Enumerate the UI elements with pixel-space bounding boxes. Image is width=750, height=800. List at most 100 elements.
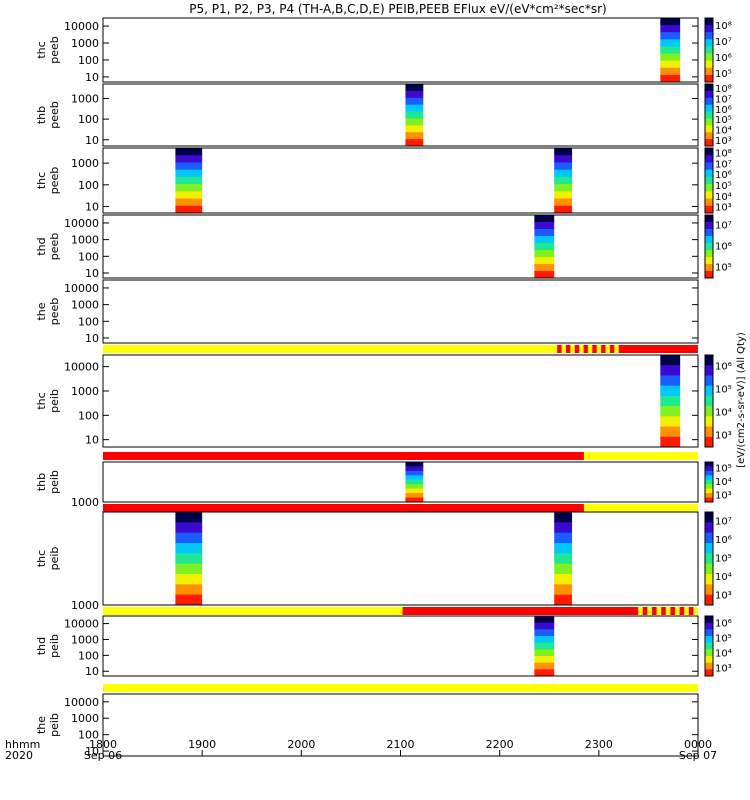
- spectrogram-band: [175, 205, 203, 214]
- spectrogram-band: [175, 574, 203, 585]
- colorbar-units-label: [eV/(cm2-s-sr-eV)] (All Qty): [736, 332, 747, 468]
- colorbar-swatch: [705, 111, 713, 119]
- colorbar-swatch: [705, 215, 713, 223]
- colorbar-swatch: [705, 532, 713, 544]
- colorbar-tick-label: 10⁴: [715, 649, 732, 660]
- spectrogram-band: [534, 229, 555, 237]
- colorbar-frame: [704, 461, 714, 503]
- colorbar-swatch: [705, 642, 713, 650]
- colorbar-swatch: [705, 543, 713, 554]
- flag-segment: [103, 607, 403, 615]
- spectrogram-band: [554, 148, 573, 156]
- colorbar-swatch: [705, 250, 713, 258]
- colorbar-tick-label: 10⁵: [715, 181, 732, 192]
- colorbar-swatch: [705, 60, 713, 69]
- spectrogram-band: [175, 512, 203, 523]
- colorbar-tick-label: 10⁷: [715, 159, 732, 170]
- spectrogram-band: [405, 484, 424, 490]
- colorbar-swatch: [705, 271, 713, 279]
- spectrogram-band: [405, 470, 424, 476]
- colorbar-tick-label: 10⁶: [715, 362, 732, 373]
- spectrogram-band: [534, 669, 555, 677]
- colorbar-swatch: [705, 488, 713, 494]
- colorbar-swatch: [705, 656, 713, 664]
- spectrogram-band: [405, 97, 424, 106]
- spectrogram-band: [660, 385, 681, 397]
- spectrogram-band: [175, 522, 203, 534]
- colorbar-swatch: [705, 365, 713, 376]
- spectrogram-band: [660, 436, 681, 448]
- panel-thc-peeb: 10 100 1000 10000 thc peeb 10⁵ 10⁶ 10⁷ 10⁸: [35, 17, 732, 84]
- colorbar-swatch: [705, 46, 713, 55]
- colorbar-swatch: [705, 162, 713, 171]
- spectrogram-band: [405, 111, 424, 119]
- colorbar-swatch: [705, 553, 713, 565]
- flag-dash: [601, 345, 606, 353]
- y-tick-label: 10: [85, 267, 99, 280]
- panel-instrument-label: peeb: [48, 36, 61, 64]
- y-tick-label: 10000: [64, 618, 99, 631]
- spectrogram-band: [554, 191, 573, 200]
- spectrogram-band: [175, 543, 203, 554]
- colorbar-swatch: [705, 426, 713, 438]
- colorbar-tick-label: 10⁶: [715, 53, 732, 64]
- colorbar-swatch: [705, 229, 713, 237]
- colorbar-swatch: [705, 470, 713, 476]
- panel-probe-label: the: [35, 302, 48, 320]
- spectrogram-band: [405, 125, 424, 133]
- colorbar-swatch: [705, 25, 713, 33]
- colorbar-tick-label: 10⁴: [715, 572, 732, 583]
- flag-segment: [618, 345, 698, 353]
- colorbar-swatch: [705, 385, 713, 397]
- time-tick-label: 1900: [188, 738, 216, 751]
- colorbar-swatch: [705, 184, 713, 192]
- spectrogram-band: [405, 462, 424, 467]
- spectrogram-band: [534, 649, 555, 657]
- y-tick-label: 10: [85, 134, 99, 147]
- spectrogram-band: [660, 32, 681, 40]
- colorbar-swatch: [705, 574, 713, 585]
- y-tick-label: 10: [85, 332, 99, 345]
- spectrogram-band: [554, 512, 573, 523]
- panel-frame: [102, 354, 699, 448]
- panel-probe-label: thc: [35, 392, 48, 409]
- colorbar-tick-label: 10⁵: [715, 263, 732, 274]
- spectrogram-band: [175, 198, 203, 207]
- colorbar-tick-label: 10³: [715, 591, 732, 602]
- y-tick-label: 10000: [64, 361, 99, 374]
- colorbar-swatch: [705, 243, 713, 251]
- colorbar-swatch: [705, 594, 713, 606]
- spectrogram-band: [554, 543, 573, 554]
- panel-thb-peib: 1000 thb peib 10³ 10⁴ 10⁵: [35, 461, 732, 509]
- panel-probe-label: thc: [35, 41, 48, 58]
- panel-instrument-label: peeb: [48, 167, 61, 195]
- colorbar-swatch: [705, 466, 713, 472]
- flag-segment: [583, 452, 698, 460]
- colorbar-swatch: [705, 636, 713, 644]
- panel-frame: [102, 615, 699, 677]
- spectrogram-band: [534, 215, 555, 223]
- y-tick-label: 1000: [71, 712, 99, 725]
- colorbar-tick-label: 10⁵: [715, 115, 732, 126]
- colorbar-swatch: [705, 416, 713, 428]
- panel-probe-label: thd: [35, 237, 48, 255]
- flag-dash: [565, 345, 571, 353]
- spectrogram-band: [554, 155, 573, 163]
- colorbar-swatch: [705, 125, 713, 133]
- colorbar-swatch: [705, 169, 713, 178]
- flag-dash: [609, 345, 615, 353]
- panel-frame: [102, 147, 699, 214]
- colorbar-swatch: [705, 497, 713, 503]
- colorbar-tick-label: 10⁶: [715, 535, 732, 546]
- y-tick-label: 100: [78, 315, 99, 328]
- spectrogram-band: [405, 90, 424, 99]
- colorbar-swatch: [705, 132, 713, 140]
- panel-the-peeb: 10 100 1000 10000 the peeb: [35, 279, 699, 345]
- spectrogram-band: [554, 563, 573, 575]
- colorbar-swatch: [705, 53, 713, 62]
- spectrogram-band: [534, 222, 555, 230]
- colorbar-frame: [704, 214, 714, 279]
- panel-probe-label: thb: [35, 473, 48, 491]
